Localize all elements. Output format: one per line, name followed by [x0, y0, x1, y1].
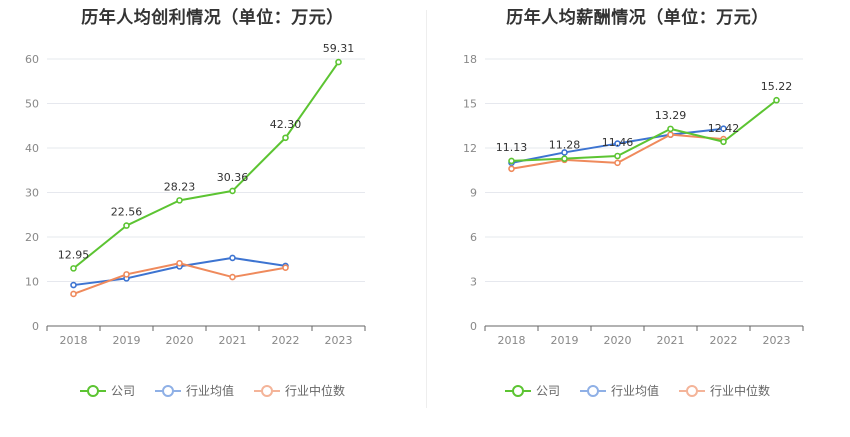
legend-item-industry-mean[interactable]: 行业均值	[154, 382, 234, 399]
legend-industry-median-label: 行业中位数	[285, 384, 346, 398]
data-point	[229, 187, 236, 195]
legend-industry-mean-label: 行业均值	[185, 384, 234, 398]
x-tick-label: 2018	[498, 334, 526, 347]
series-line-0	[511, 99, 778, 162]
legend-industry-median-icon	[254, 384, 280, 397]
data-label: 11.13	[496, 141, 528, 154]
legend-company-label: 公司	[110, 384, 135, 398]
data-point	[70, 281, 77, 289]
x-tick-label: 2021	[657, 334, 685, 347]
y-tick-label: 40	[25, 142, 39, 155]
legend-industry-median-icon	[679, 384, 705, 397]
data-point	[123, 222, 130, 229]
legend-industry-mean-label: 行业均值	[610, 384, 659, 398]
y-tick-label: 20	[25, 231, 39, 244]
x-tick-label: 2019	[551, 334, 579, 347]
data-point	[282, 264, 289, 272]
data-point	[508, 157, 515, 165]
legend-industry-mean-icon	[154, 384, 181, 397]
data-point	[229, 273, 236, 281]
profit-chart-title: 历年人均创利情况（单位：万元）	[81, 8, 344, 28]
y-tick-label: 50	[25, 98, 39, 111]
legend-item-industry-mean[interactable]: 行业均值	[579, 382, 659, 399]
data-point	[176, 197, 183, 204]
legend-company-icon	[79, 384, 106, 397]
data-label: 12.95	[58, 248, 90, 261]
salary-chart-title: 历年人均薪酬情况（单位：万元）	[506, 8, 769, 28]
x-tick-label: 2020	[604, 334, 632, 347]
data-point	[667, 131, 674, 138]
data-label: 15.22	[761, 80, 793, 93]
data-point	[614, 140, 621, 147]
data-point	[667, 125, 674, 133]
series-line-0	[72, 61, 340, 270]
data-point	[70, 290, 77, 298]
data-point	[335, 58, 342, 66]
data-point	[561, 149, 568, 156]
data-label: 12.42	[708, 122, 740, 135]
data-point	[123, 271, 130, 278]
y-tick-label: 10	[25, 276, 39, 289]
data-label: 59.31	[323, 42, 355, 55]
salary-chart-plot: 0 3 6 9 12 15 18 2018 2019 2020 2021 2022 2023 11.13 1…	[463, 53, 804, 347]
data-point	[614, 159, 621, 167]
data-point	[773, 96, 780, 104]
legend-company-label: 公司	[535, 384, 560, 398]
legend-industry-median-label: 行业中位数	[710, 384, 771, 398]
profit-chart-plot: 0 10 20 30 40 50 60 2018 2019 2020 2021 2022 2023 12.…	[25, 42, 366, 347]
chart-divider	[426, 10, 427, 408]
y-tick-label: 15	[463, 98, 477, 111]
y-tick-label: 60	[25, 53, 39, 66]
legend-item-industry-median[interactable]: 行业中位数	[679, 382, 770, 399]
legend-item-company[interactable]: 公司	[79, 382, 135, 399]
x-tick-label: 2019	[113, 334, 141, 347]
data-point	[720, 138, 727, 146]
y-tick-label: 30	[25, 187, 39, 200]
data-point	[282, 134, 289, 142]
legend-item-industry-median[interactable]: 行业中位数	[254, 382, 345, 399]
data-label: 11.28	[549, 139, 581, 152]
salary-chart-legend: 公司 行业均值 行业中位数	[425, 382, 850, 399]
data-point	[70, 265, 77, 272]
y-tick-label: 12	[463, 142, 477, 155]
y-tick-label: 0	[32, 320, 39, 333]
data-point	[561, 155, 568, 162]
data-label: 13.29	[655, 109, 687, 122]
y-tick-label: 3	[470, 276, 477, 289]
data-label: 11.46	[602, 136, 634, 149]
y-tick-label: 9	[470, 187, 477, 200]
y-tick-label: 0	[470, 320, 477, 333]
x-tick-label: 2021	[219, 334, 247, 347]
x-tick-label: 2022	[710, 334, 738, 347]
data-point	[229, 254, 236, 262]
y-tick-label: 18	[463, 53, 477, 66]
x-tick-label: 2023	[325, 334, 353, 347]
legend-company-icon	[504, 384, 531, 397]
data-point	[614, 152, 621, 160]
y-tick-label: 6	[470, 231, 477, 244]
data-point	[176, 259, 183, 267]
profit-chart: 历年人均创利情况（单位：万元） 0 10 20 30 40 50 60 2018 2019 202…	[0, 8, 425, 399]
data-label: 42.30	[270, 118, 302, 131]
x-tick-label: 2022	[272, 334, 300, 347]
x-tick-label: 2023	[763, 334, 791, 347]
data-label: 28.23	[164, 180, 196, 193]
data-label: 30.36	[217, 171, 249, 184]
x-tick-label: 2020	[166, 334, 194, 347]
data-label: 22.56	[111, 206, 143, 219]
legend-industry-mean-icon	[579, 384, 606, 397]
profit-chart-legend: 公司 行业均值 行业中位数	[0, 382, 425, 399]
x-tick-label: 2018	[60, 334, 88, 347]
salary-chart: 历年人均薪酬情况（单位：万元） 0 3 6 9 12 15 18 2018 2019 2020 20…	[425, 0, 850, 437]
data-point	[508, 165, 515, 173]
data-point	[720, 125, 727, 133]
legend-item-company[interactable]: 公司	[504, 382, 560, 399]
